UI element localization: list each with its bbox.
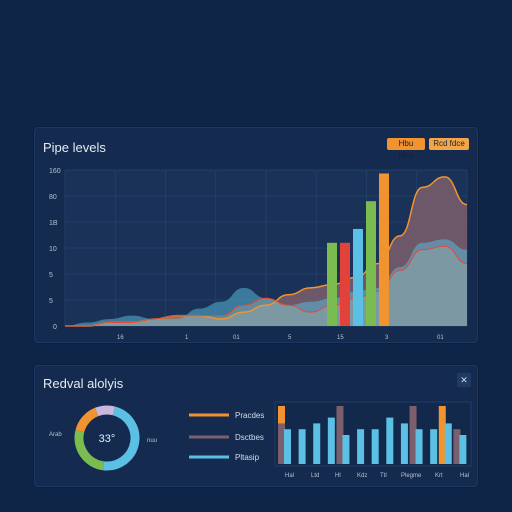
panel-title: Redval alolyis — [43, 376, 124, 391]
pipe-levels-panel: Pipe levels Hbu fdce Rcd fdce 160 80 1B … — [34, 127, 478, 343]
x-tick: 01 — [437, 335, 444, 341]
panel-title: Pipe levels — [43, 140, 106, 155]
y-tick: 10 — [49, 246, 57, 253]
x-tick: Ttl — [380, 473, 387, 479]
donut-chart — [74, 405, 140, 471]
bar — [298, 429, 306, 464]
close-icon[interactable]: ✕ — [457, 373, 471, 387]
hbu-fdce-button[interactable]: Hbu fdce — [387, 138, 425, 160]
bar — [400, 423, 408, 464]
x-tick: 1 — [185, 335, 189, 341]
chart-bar — [366, 201, 376, 326]
x-tick: Hal — [460, 473, 469, 479]
donut-left-label: Arab — [49, 432, 62, 438]
legend-label: Pracdes — [235, 411, 264, 420]
bar — [438, 406, 446, 464]
legend-label: Pltasip — [235, 453, 260, 462]
bar — [278, 423, 285, 464]
x-tick: Ltd — [311, 473, 319, 479]
x-tick: Hl — [335, 473, 341, 479]
y-tick: 5 — [49, 272, 53, 279]
y-tick: 0 — [53, 324, 57, 331]
chart-bar — [340, 242, 350, 326]
chart-bar — [327, 242, 337, 326]
bar — [430, 429, 438, 464]
chart-bar — [353, 228, 363, 326]
chart-bar — [379, 173, 389, 326]
series-line — [64, 245, 468, 327]
bar — [444, 423, 452, 464]
donut-slice — [75, 407, 99, 433]
donut-right-label: nuu — [147, 438, 157, 444]
analysis-panel: Redval alolyis ✕ 33° Arab nuu Pracdes Ds… — [34, 365, 478, 487]
x-tick: 5 — [288, 335, 292, 341]
bar — [336, 406, 344, 464]
y-tick: 160 — [49, 168, 61, 175]
legend-label: Dsctbes — [235, 433, 264, 442]
bar — [459, 435, 467, 464]
pipe-levels-chart: 160 80 1B 10 5 5 0 16 1 01 5 15 3 01 — [49, 168, 468, 341]
x-tick: 01 — [233, 335, 240, 341]
y-tick: 80 — [49, 194, 57, 201]
bar — [409, 406, 417, 464]
bar-chart — [278, 406, 467, 464]
bar — [313, 423, 321, 464]
bar — [386, 417, 394, 464]
bar — [357, 429, 365, 464]
donut-center-label: 33° — [99, 433, 116, 445]
bar — [342, 435, 350, 464]
rcd-fdce-button[interactable]: Rcd fdce — [429, 138, 469, 150]
x-tick: 15 — [337, 335, 344, 341]
x-tick: 3 — [385, 335, 389, 341]
bar — [327, 417, 335, 464]
x-tick: Hal — [285, 473, 294, 479]
x-tick: Krt — [435, 473, 443, 479]
bar — [453, 429, 461, 464]
x-tick: 16 — [117, 335, 124, 341]
bar — [284, 429, 291, 464]
y-tick: 5 — [49, 298, 53, 305]
x-tick: Plegme — [401, 473, 422, 479]
donut-slice — [74, 429, 105, 471]
y-tick: 1B — [49, 220, 58, 227]
donut-slice — [102, 406, 140, 471]
x-tick: Kdz — [357, 473, 367, 479]
analysis-charts: 33° Arab nuu Pracdes Dsctbes Pltasip Hal… — [49, 401, 472, 479]
bar — [371, 429, 379, 464]
donut-slice — [94, 405, 116, 417]
bar — [415, 429, 423, 464]
